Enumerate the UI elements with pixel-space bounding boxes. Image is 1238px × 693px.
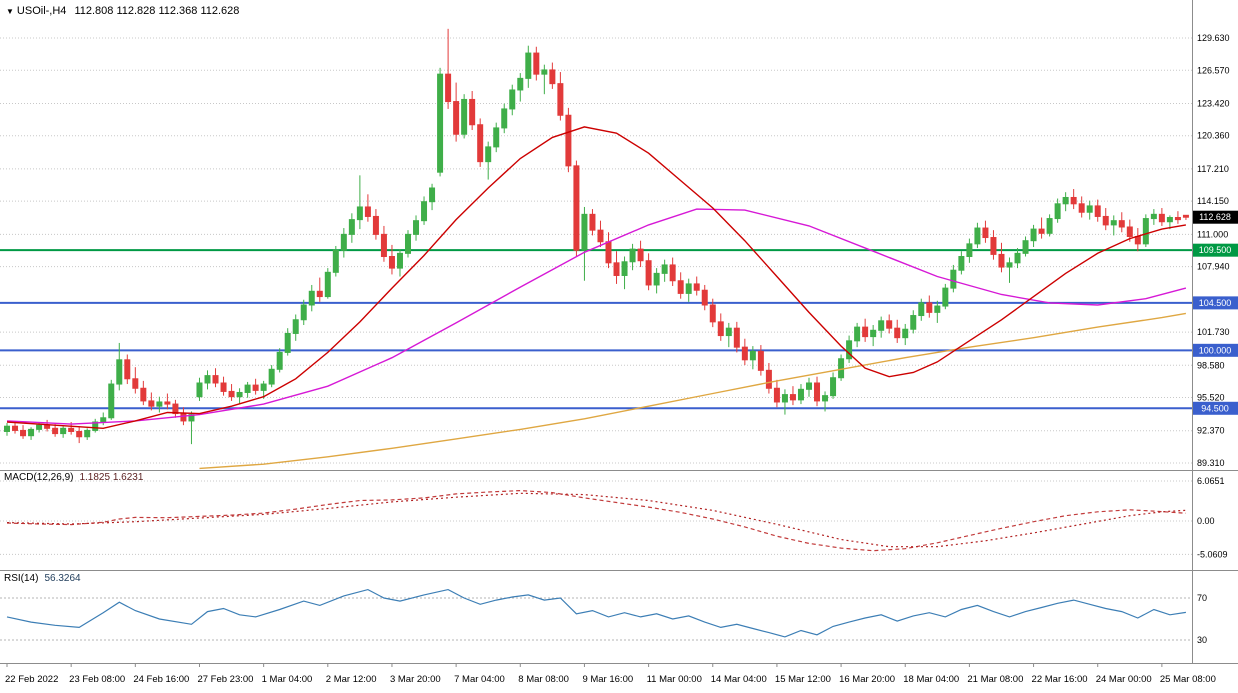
- rsi-indicator-label: RSI(14) 56.3264: [4, 573, 81, 584]
- chart-symbol-period: USOil-,H4: [16, 5, 67, 17]
- svg-text:100.000: 100.000: [1199, 345, 1232, 355]
- svg-text:104.500: 104.500: [1199, 298, 1232, 308]
- svg-text:16 Mar 20:00: 16 Mar 20:00: [839, 674, 895, 685]
- svg-text:15 Mar 12:00: 15 Mar 12:00: [775, 674, 831, 685]
- svg-text:112.628: 112.628: [1199, 212, 1231, 222]
- svg-text:89.310: 89.310: [1197, 458, 1225, 468]
- svg-text:22 Mar 16:00: 22 Mar 16:00: [1032, 674, 1088, 685]
- candles: [4, 28, 1189, 445]
- svg-text:7 Mar 04:00: 7 Mar 04:00: [454, 674, 505, 685]
- svg-text:1 Mar 04:00: 1 Mar 04:00: [262, 674, 313, 685]
- svg-text:-5.0609: -5.0609: [1197, 549, 1228, 559]
- svg-text:25 Mar 08:00: 25 Mar 08:00: [1160, 674, 1216, 685]
- svg-text:117.210: 117.210: [1197, 164, 1229, 174]
- svg-text:27 Feb 23:00: 27 Feb 23:00: [197, 674, 253, 685]
- svg-text:14 Mar 04:00: 14 Mar 04:00: [711, 674, 767, 685]
- svg-text:2 Mar 12:00: 2 Mar 12:00: [326, 674, 377, 685]
- svg-text:94.500: 94.500: [1201, 403, 1229, 413]
- svg-text:30: 30: [1197, 635, 1207, 645]
- svg-text:98.580: 98.580: [1197, 360, 1225, 370]
- time-axis[interactable]: 22 Feb 2022 23 Feb 08:00 24 Feb 16:00 27 Fe…: [5, 663, 1216, 685]
- chart-title: ▼ USOil-,H4 112.808 112.828 112.368 112.62…: [6, 5, 239, 17]
- svg-text:123.420: 123.420: [1197, 98, 1230, 108]
- svg-text:0.00: 0.00: [1197, 516, 1215, 526]
- svg-text:107.940: 107.940: [1197, 262, 1230, 272]
- macd-indicator-label: MACD(12,26,9) 1.1825 1.6231: [4, 472, 143, 483]
- svg-text:126.570: 126.570: [1197, 65, 1230, 75]
- horizontal-level-lines[interactable]: [0, 249, 1192, 410]
- svg-text:3 Mar 20:00: 3 Mar 20:00: [390, 674, 441, 685]
- svg-text:9 Mar 16:00: 9 Mar 16:00: [582, 674, 633, 685]
- svg-text:114.150: 114.150: [1197, 196, 1229, 206]
- rsi-title: RSI(14): [4, 573, 39, 584]
- svg-text:101.730: 101.730: [1197, 327, 1230, 337]
- svg-text:111.000: 111.000: [1197, 229, 1228, 239]
- svg-text:6.0651: 6.0651: [1197, 476, 1225, 486]
- svg-text:24 Feb 16:00: 24 Feb 16:00: [133, 674, 189, 685]
- symbol-dropdown-icon[interactable]: ▼: [6, 7, 14, 16]
- rsi-line: [6, 588, 1186, 638]
- chart-ohlc-values: 112.808 112.828 112.368 112.628: [74, 5, 240, 17]
- svg-text:70: 70: [1197, 593, 1207, 603]
- gridlines: [0, 37, 1192, 641]
- macd-values: 1.1825 1.6231: [79, 472, 144, 483]
- moving-averages: [6, 126, 1187, 470]
- svg-text:95.520: 95.520: [1197, 393, 1225, 403]
- panel-separators: [0, 0, 1238, 664]
- svg-text:11 Mar 00:00: 11 Mar 00:00: [647, 674, 702, 685]
- svg-text:129.630: 129.630: [1197, 33, 1230, 43]
- rsi-value: 56.3264: [44, 573, 81, 584]
- svg-text:21 Mar 08:00: 21 Mar 08:00: [967, 674, 1023, 685]
- price-badges: 109.500 104.500 100.000 94.500 112.628: [1193, 210, 1238, 415]
- svg-text:18 Mar 04:00: 18 Mar 04:00: [903, 674, 959, 685]
- macd-title: MACD(12,26,9): [4, 472, 74, 483]
- price-axis[interactable]: 129.630 126.570 123.420 120.360 117.210 114.1…: [1197, 33, 1230, 645]
- svg-text:109.500: 109.500: [1199, 245, 1232, 255]
- svg-text:8 Mar 08:00: 8 Mar 08:00: [518, 674, 569, 685]
- svg-text:23 Feb 08:00: 23 Feb 08:00: [69, 674, 125, 685]
- svg-text:22 Feb 2022: 22 Feb 2022: [5, 674, 58, 685]
- svg-text:120.360: 120.360: [1197, 131, 1230, 141]
- svg-text:24 Mar 00:00: 24 Mar 00:00: [1096, 674, 1152, 685]
- macd-lines: [6, 489, 1186, 552]
- svg-text:92.370: 92.370: [1197, 426, 1225, 436]
